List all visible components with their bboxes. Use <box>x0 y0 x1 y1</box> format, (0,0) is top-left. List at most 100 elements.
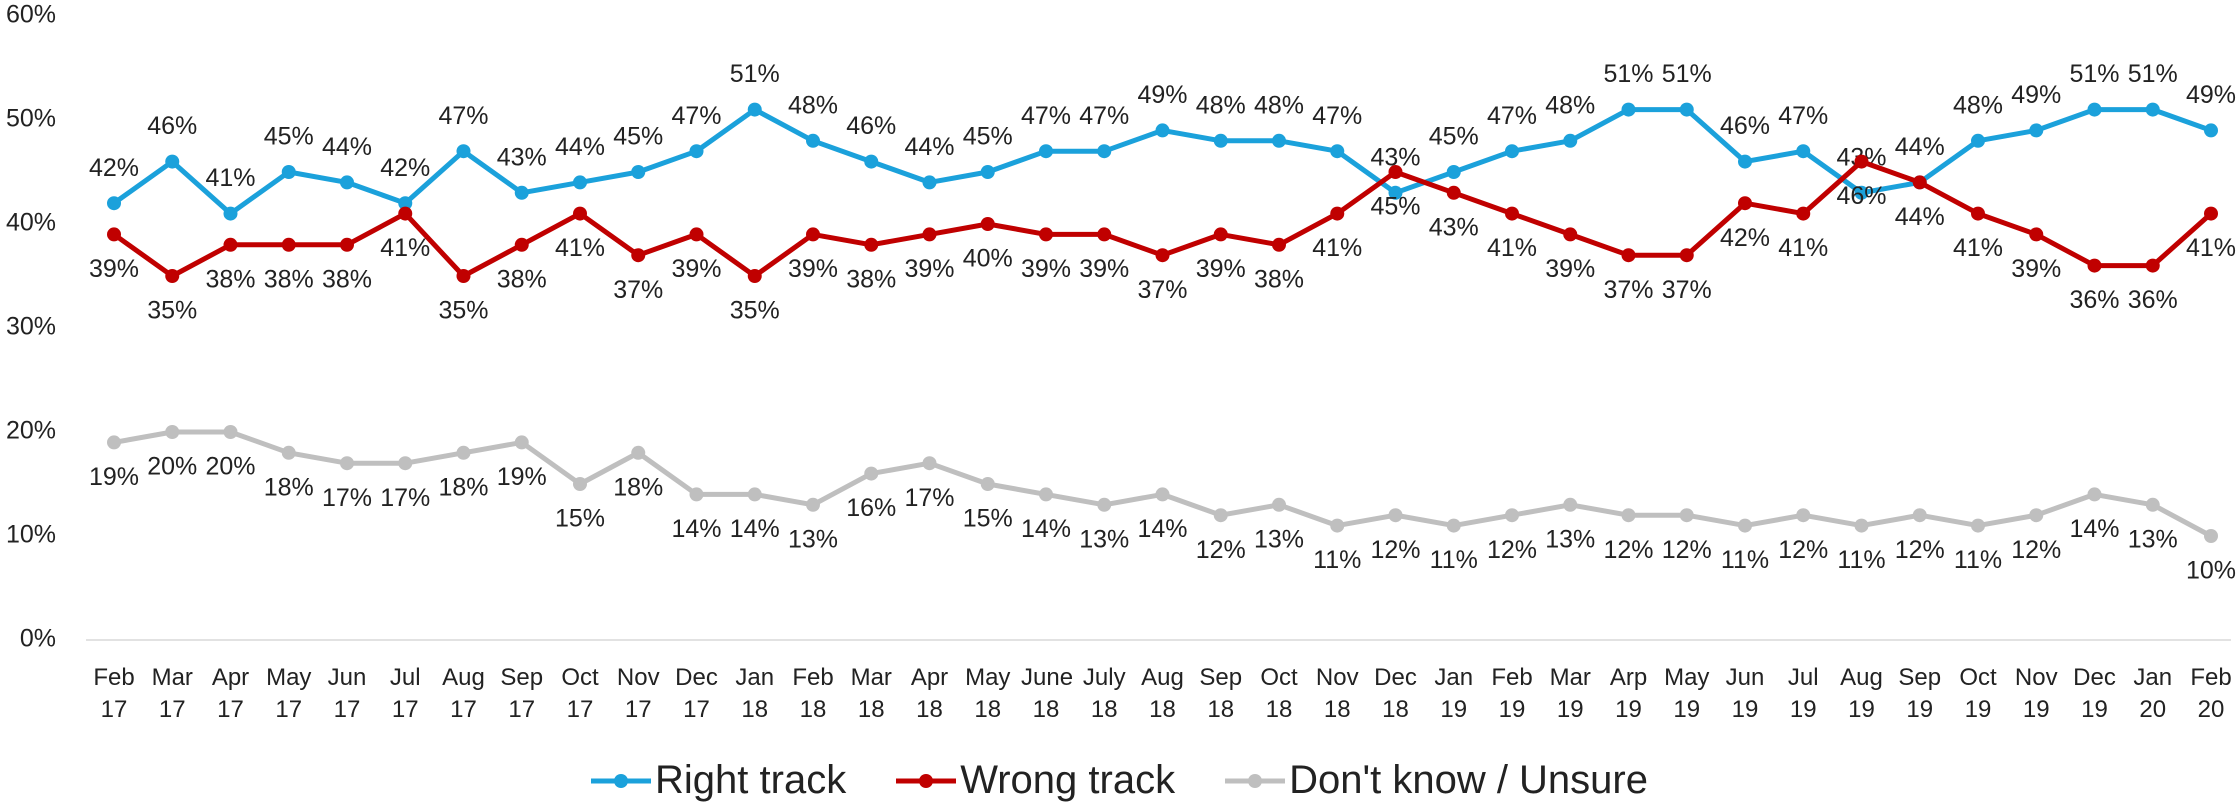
y-tick-label: 0% <box>20 625 56 653</box>
legend-marker <box>919 773 934 788</box>
x-tick-label: Arp 19 <box>1609 664 1648 723</box>
point <box>1272 133 1286 148</box>
data-label: 51% <box>1603 60 1653 88</box>
x-tick-label: Aug 19 <box>1840 664 1883 723</box>
point <box>2029 123 2044 138</box>
data-label: 47% <box>1487 102 1537 130</box>
point <box>1971 206 1985 221</box>
point <box>1330 518 1345 533</box>
x-tick-label: Aug 18 <box>1141 664 1184 723</box>
data-label: 12% <box>1895 536 1945 564</box>
point <box>980 477 995 491</box>
y-tick-label: 20% <box>6 417 56 445</box>
data-label: 44% <box>1895 203 1945 231</box>
x-tick-label: July 18 <box>1082 664 1126 723</box>
point <box>1388 185 1403 200</box>
data-label: 41% <box>1778 234 1828 262</box>
data-label: 51% <box>730 60 780 88</box>
data-label: 40% <box>963 245 1013 273</box>
point <box>340 175 354 190</box>
point <box>1039 144 1053 159</box>
data-label: 49% <box>1137 81 1187 109</box>
legend-swatch <box>896 773 957 788</box>
data-label: 38% <box>264 265 314 293</box>
data-label: 41% <box>1487 234 1537 262</box>
point <box>1388 165 1403 179</box>
data-label: 39% <box>904 255 954 283</box>
data-label: 37% <box>613 276 663 304</box>
point <box>1097 497 1112 512</box>
point <box>1563 227 1578 242</box>
point <box>1796 508 1811 523</box>
data-label: 36% <box>2069 286 2119 314</box>
x-tick-label: Jun 17 <box>327 664 367 723</box>
y-tick-label: 10% <box>6 521 56 549</box>
point <box>1563 133 1578 148</box>
data-label: 17% <box>904 484 954 512</box>
data-label: 47% <box>1079 102 1129 130</box>
point <box>689 144 704 159</box>
data-label: 42% <box>1720 224 1770 252</box>
point <box>2204 123 2218 138</box>
point <box>2204 206 2218 221</box>
point <box>1621 102 1636 117</box>
data-label: 14% <box>730 515 780 543</box>
point <box>165 154 180 169</box>
data-label: 45% <box>613 123 663 151</box>
point <box>631 248 646 263</box>
point <box>281 165 296 179</box>
data-label: 12% <box>2011 536 2061 564</box>
x-tick-label: May 17 <box>266 664 312 723</box>
point <box>2087 487 2102 502</box>
point <box>1854 518 1869 533</box>
point <box>2029 508 2044 523</box>
data-label: 41% <box>380 234 430 262</box>
data-label: 12% <box>1487 536 1537 564</box>
data-label: 38% <box>497 265 547 293</box>
point <box>922 456 937 471</box>
y-tick-label: 40% <box>6 209 56 237</box>
data-label: 47% <box>1778 102 1828 130</box>
x-tick-label: Feb 17 <box>93 664 135 723</box>
data-label: 49% <box>2186 81 2236 109</box>
data-label: 48% <box>1545 91 1595 119</box>
point <box>2087 258 2102 273</box>
point <box>1155 123 1170 138</box>
point <box>398 196 413 211</box>
point <box>2145 102 2160 117</box>
data-label: 39% <box>1079 255 1129 283</box>
point <box>1912 508 1927 523</box>
point <box>456 144 471 159</box>
data-label: 18% <box>613 473 663 501</box>
point <box>165 269 180 283</box>
data-label: 14% <box>671 515 721 543</box>
data-label: 18% <box>264 473 314 501</box>
y-tick-label: 60% <box>6 1 56 29</box>
point <box>1738 196 1752 211</box>
point <box>573 206 587 221</box>
data-label: 20% <box>147 453 197 481</box>
data-label: 11% <box>1313 546 1361 574</box>
data-label: 13% <box>2128 525 2178 553</box>
data-label: 11% <box>1954 546 2002 574</box>
data-label: 41% <box>1953 234 2003 262</box>
point <box>980 165 995 179</box>
point <box>223 206 238 221</box>
x-tick-label: Apr 17 <box>211 664 250 723</box>
point <box>1738 154 1752 169</box>
point <box>747 102 762 117</box>
point <box>1330 144 1345 159</box>
point <box>1621 508 1636 523</box>
data-label: 45% <box>1370 193 1420 221</box>
point <box>1446 518 1461 533</box>
data-label: 12% <box>1662 536 1712 564</box>
data-label: 35% <box>730 297 780 325</box>
point <box>2145 497 2160 512</box>
point <box>864 237 879 252</box>
y-tick-label: 30% <box>6 313 56 341</box>
data-label: 48% <box>1254 91 1304 119</box>
point <box>1446 165 1461 179</box>
data-label: 47% <box>1312 102 1362 130</box>
